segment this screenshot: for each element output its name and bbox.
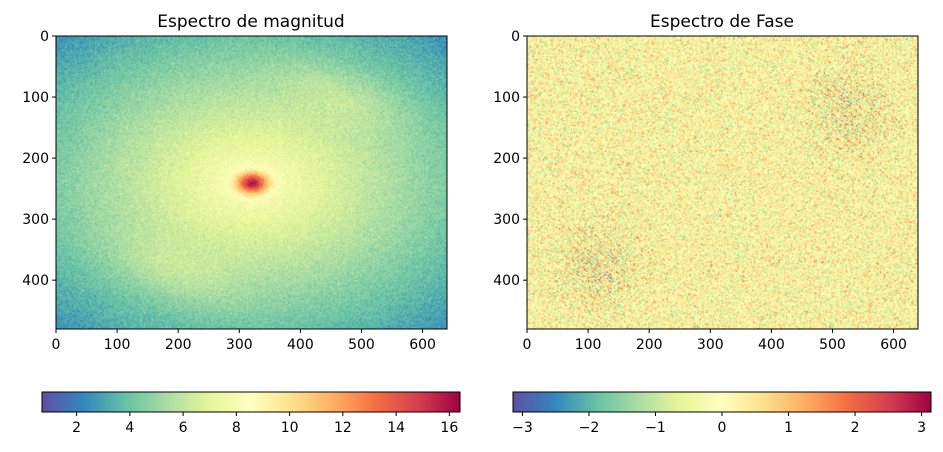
x-tick-label: 400 xyxy=(287,337,314,353)
x-tick-label: 600 xyxy=(880,337,907,353)
y-tick-label: 200 xyxy=(22,151,49,167)
y-tick-label: 100 xyxy=(493,90,520,106)
colorbar-tick-label: 4 xyxy=(125,420,134,436)
x-tick-label: 100 xyxy=(104,337,131,353)
x-tick-label: 0 xyxy=(52,337,61,353)
magnitude-title: Espectro de magnitud xyxy=(157,12,344,32)
phase-colorbar-ticks: −3 −2 −1 0 1 2 3 xyxy=(512,412,926,436)
x-tick-label: 300 xyxy=(697,337,724,353)
colorbar-tick-label: 12 xyxy=(334,420,352,436)
colorbar-tick-label: 6 xyxy=(179,420,188,436)
colorbar-tick-label: 8 xyxy=(232,420,241,436)
x-tick-label: 200 xyxy=(636,337,663,353)
colorbar-tick-label: 16 xyxy=(440,420,458,436)
magnitude-panel: Espectro de magnitud 0 100 200 300 400 500 600… xyxy=(22,12,461,436)
x-tick-label: 500 xyxy=(348,337,375,353)
x-tick-label: 100 xyxy=(575,337,602,353)
phase-axis-ticks: 0 100 200 300 400 500 600 0 100 200 300 400 xyxy=(493,29,907,353)
x-tick-label: 200 xyxy=(165,337,192,353)
magnitude-axes-frame xyxy=(55,35,448,330)
y-tick-label: 300 xyxy=(493,212,520,228)
y-tick-label: 400 xyxy=(493,273,520,289)
x-tick-label: 600 xyxy=(409,337,436,353)
phase-panel: Espectro de Fase 0 100 200 300 400 500 6000100… xyxy=(493,12,932,436)
x-tick-label: 300 xyxy=(226,337,253,353)
colorbar-tick-label: −1 xyxy=(645,420,666,436)
colorbar-tick-label: 2 xyxy=(851,420,860,436)
phase-heatmap xyxy=(527,36,918,329)
colorbar-tick-label: 3 xyxy=(917,420,926,436)
colorbar-tick-label: 0 xyxy=(718,420,727,436)
colorbar-tick-label: −3 xyxy=(512,420,533,436)
colorbar-tick-label: 10 xyxy=(281,420,299,436)
y-tick-label: 0 xyxy=(511,29,520,45)
x-tick-label: 500 xyxy=(819,337,846,353)
magnitude-colorbar-ticks: 2 4 6 8 10 12 14 16 xyxy=(72,412,458,436)
y-tick-label: 0 xyxy=(40,29,49,45)
x-tick-label: 400 xyxy=(758,337,785,353)
y-tick-label: 100 xyxy=(22,90,49,106)
phase-axes-frame xyxy=(526,35,919,330)
magnitude-heatmap xyxy=(56,36,447,329)
x-tick-label: 0 xyxy=(523,337,532,353)
phase-title: Espectro de Fase xyxy=(650,12,794,32)
colorbar-tick-label: −2 xyxy=(579,420,600,436)
colorbar-tick-label: 2 xyxy=(72,420,81,436)
y-tick-label: 400 xyxy=(22,273,49,289)
magnitude-axis-ticks: 0 100 200 300 400 500 600 0 100 200 300 400 xyxy=(22,29,436,353)
colorbar-tick-label: 14 xyxy=(387,420,405,436)
colorbar-tick-label: 1 xyxy=(784,420,793,436)
y-tick-label: 300 xyxy=(22,212,49,228)
magnitude-colorbar xyxy=(41,391,461,413)
y-tick-label: 200 xyxy=(493,151,520,167)
phase-colorbar xyxy=(512,391,932,413)
